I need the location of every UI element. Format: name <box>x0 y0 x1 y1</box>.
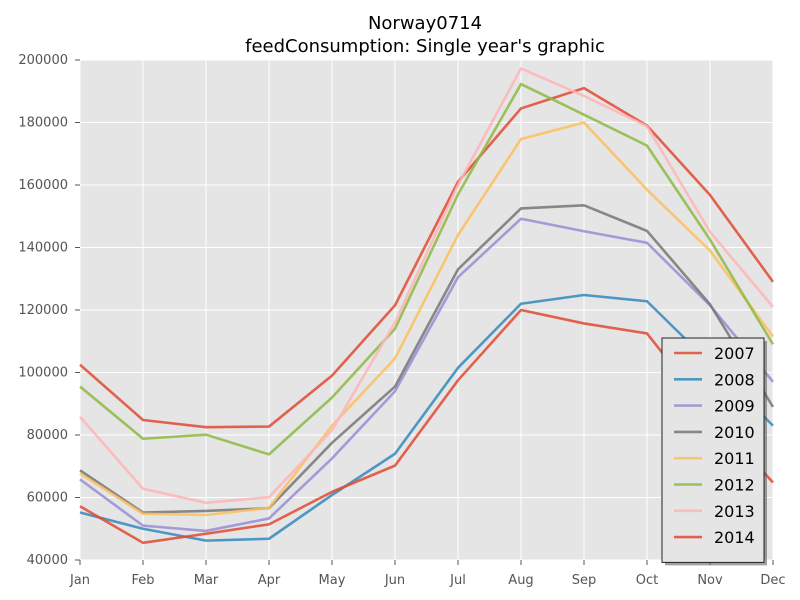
x-tick-label: Jun <box>384 573 405 588</box>
x-tick-label: Feb <box>131 573 154 588</box>
series-line-2011 <box>79 121 775 517</box>
series-line-2010 <box>79 204 775 514</box>
axis-ticks: 40000 60000 80000 100000 120000 140000 160000 1… <box>18 53 785 588</box>
legend-label: 2010 <box>714 423 755 442</box>
series-lines <box>79 67 775 545</box>
x-tick-label: Apr <box>258 573 281 588</box>
y-tick-label: 120000 <box>18 303 68 318</box>
chart-subtitle: feedConsumption: Single year's graphic <box>245 36 605 57</box>
y-tick-label: 60000 <box>27 491 68 506</box>
x-tick-label: Nov <box>697 573 723 588</box>
series-line-2013 <box>79 67 774 505</box>
series-line-2014 <box>79 308 774 545</box>
y-tick-label: 140000 <box>18 241 68 256</box>
x-tick-label: Sep <box>572 573 597 588</box>
legend-label: 2013 <box>714 502 755 521</box>
y-tick-label: 100000 <box>18 366 68 381</box>
legend-label: 2008 <box>714 370 755 389</box>
x-tick-label: Jul <box>449 573 466 588</box>
legend-label: 2007 <box>714 344 755 363</box>
chart-title: Norway0714 <box>368 13 482 34</box>
legend-label: 2014 <box>714 528 755 547</box>
legend: 2007 2008 2009 2010 2011 2012 2013 2014 <box>661 337 767 566</box>
y-tick-label: 200000 <box>18 53 68 68</box>
x-tick-label: May <box>319 573 346 588</box>
series-line-2008 <box>79 293 774 542</box>
x-tick-label: Dec <box>760 573 785 588</box>
legend-box <box>661 337 765 563</box>
x-tick-label: Aug <box>508 573 533 588</box>
legend-label: 2012 <box>714 476 755 495</box>
series-line-2007 <box>79 86 775 429</box>
series-line-2012 <box>79 82 775 456</box>
x-tick-label: Jan <box>69 573 90 588</box>
y-tick-label: 80000 <box>27 428 68 443</box>
x-tick-label: Mar <box>194 573 219 588</box>
y-tick-label: 160000 <box>18 178 68 193</box>
series-line-2009 <box>79 217 775 533</box>
grid-lines <box>79 59 774 561</box>
y-tick-label: 40000 <box>27 553 68 568</box>
y-tick-label: 180000 <box>18 116 68 131</box>
x-tick-label: Oct <box>636 573 658 588</box>
legend-label: 2009 <box>714 397 755 416</box>
legend-label: 2011 <box>714 449 755 468</box>
